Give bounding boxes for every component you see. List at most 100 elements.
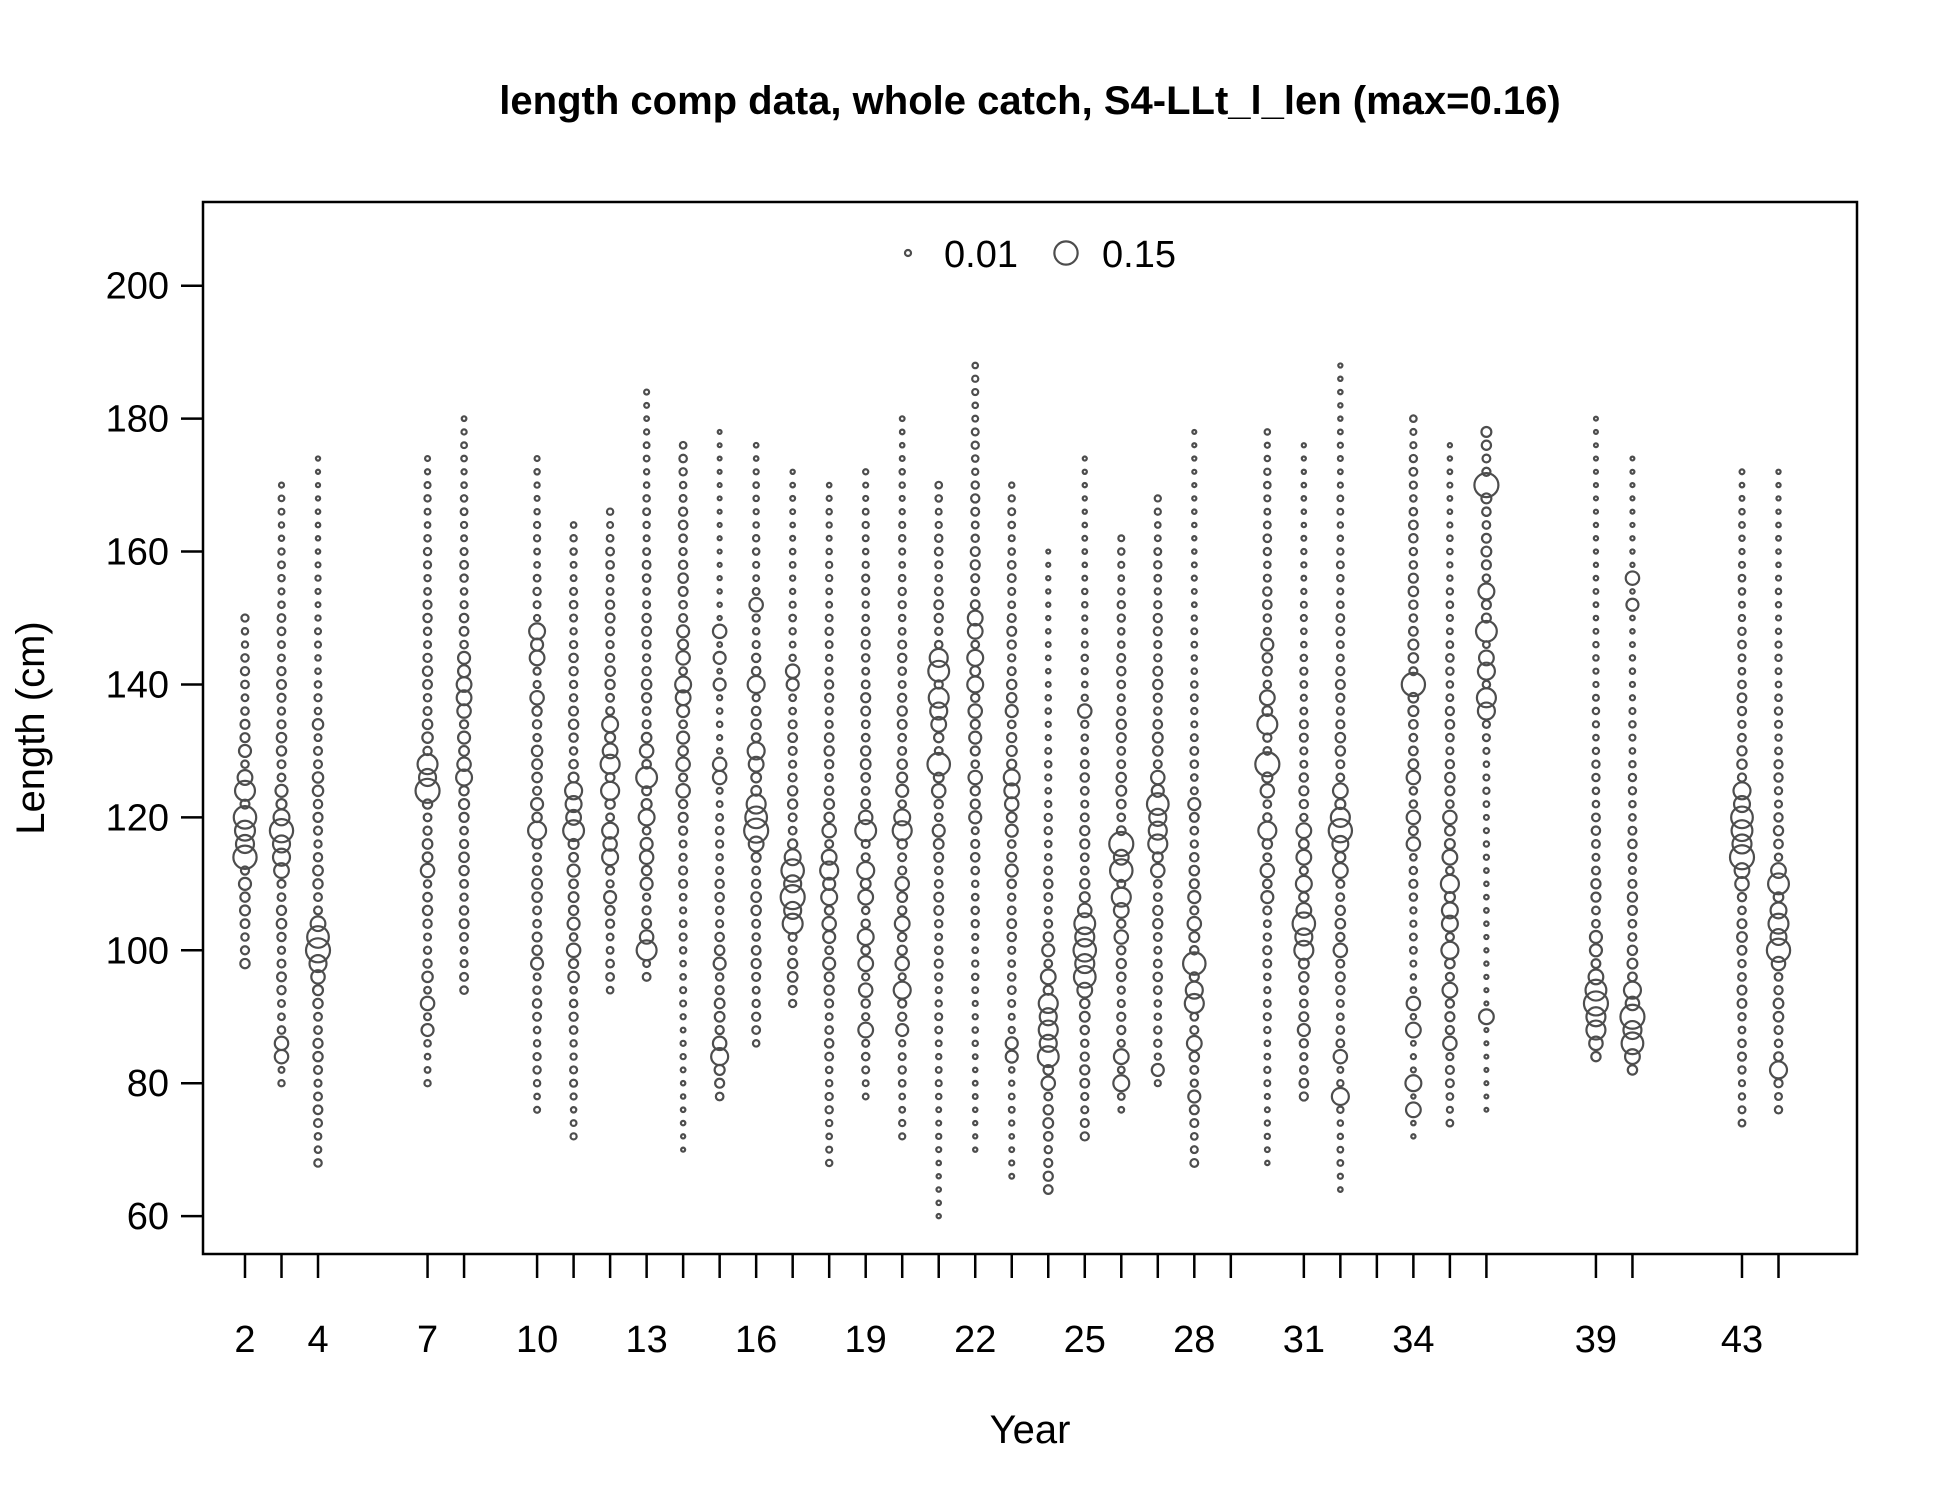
year-column [1072,455,1098,1142]
bubble-point [1256,713,1279,736]
bubble-point [1337,388,1344,396]
bubble-point [1153,1052,1162,1061]
bubble-point [897,1052,907,1062]
bubble-point [1445,693,1455,703]
bubble-point [1153,1012,1163,1022]
bubble-point [1442,809,1458,826]
bubble-point [1081,508,1088,515]
bubble-point [312,1037,324,1049]
bubble-point [459,494,469,503]
bubble-point [1300,468,1308,476]
bubble-point [1335,772,1346,783]
bubble-point [529,689,545,706]
bubble-point [1260,637,1275,652]
bubble-point [1006,719,1017,730]
bubble-point [935,1132,943,1141]
bubble-point [1003,796,1020,812]
bubble-point [638,849,655,866]
bubble-point [460,415,468,423]
bubble-point [314,548,322,555]
bubble-point [1592,640,1600,649]
bubble-point [969,692,981,704]
bubble-point [1043,812,1053,823]
bubble-point [862,468,870,476]
bubble-point [1263,1065,1272,1075]
bubble-point [277,587,286,596]
bubble-point [237,876,253,891]
bubble-point [896,891,909,904]
bubble-point [934,972,944,982]
bubble-point [714,972,725,982]
bubble-point [642,507,652,517]
bubble-point [1590,958,1602,970]
bubble-point [1628,720,1637,729]
bubble-point [1773,1024,1784,1036]
bubble-point [1445,600,1455,610]
bubble-point [750,784,763,797]
year-column [926,480,952,1220]
bubble-point [824,626,834,637]
bubble-point [679,1106,687,1114]
bubble-point [934,932,944,942]
bubble-point [458,785,470,797]
bubble-point [1408,945,1418,955]
bubble-point [1190,614,1198,622]
bubble-point [422,891,433,903]
bubble-point [1044,773,1053,782]
bubble-point [820,848,838,866]
bubble-point [1080,733,1090,742]
bubble-point [1730,819,1754,843]
bubble-point [273,862,290,880]
bubble-point [641,825,652,836]
bubble-point [1629,548,1636,555]
bubble-point [1772,997,1785,1010]
bubble-point [529,637,545,652]
bubble-point [711,623,728,640]
bubble-point [1116,878,1127,889]
bubble-point [1081,587,1089,596]
bubble-point [1153,560,1163,570]
bubble-point [1152,678,1164,691]
bubble-point [1409,414,1418,424]
bubble-point [898,1118,907,1128]
bubble-point [825,573,834,583]
bubble-point [966,648,985,667]
bubble-point [966,622,984,640]
bubble-point [1300,521,1308,529]
year-column [854,468,878,1101]
bubble-point [1191,495,1198,502]
bubble-point [642,587,652,596]
bubble-point [641,706,652,716]
legend: 0.01 0.15 [903,234,1176,276]
bubble-point [1627,786,1638,796]
bubble-point [1042,1117,1055,1130]
bubble-point [750,904,762,917]
bubble-point [1626,1064,1639,1076]
bubble-point [750,705,762,717]
bubble-point [1299,666,1309,676]
bubble-point [1622,1019,1643,1041]
bubble-point [933,812,944,823]
bubble-point [860,719,871,730]
bubble-point [641,639,652,650]
bubble-point [1443,837,1456,850]
bubble-point [1300,455,1307,462]
bubble-point [1008,1132,1016,1140]
bubble-point [601,821,620,840]
bubble-point [1336,534,1345,543]
bubble-point [314,587,322,596]
bubble-point [313,640,323,649]
bubble-point [1262,480,1272,490]
bubble-point [819,860,840,881]
bubble-point [1736,891,1748,903]
bubble-point [933,798,944,810]
bubble-point [1040,1075,1057,1092]
x-tick-label: 16 [735,1319,777,1361]
bubble-point [417,767,438,788]
bubble-point [752,481,761,489]
plot-frame [201,200,1859,1256]
bubble-point [823,798,836,811]
bubble-point [531,865,543,876]
bubble-point [1445,680,1455,689]
bubble-point [1408,560,1419,570]
